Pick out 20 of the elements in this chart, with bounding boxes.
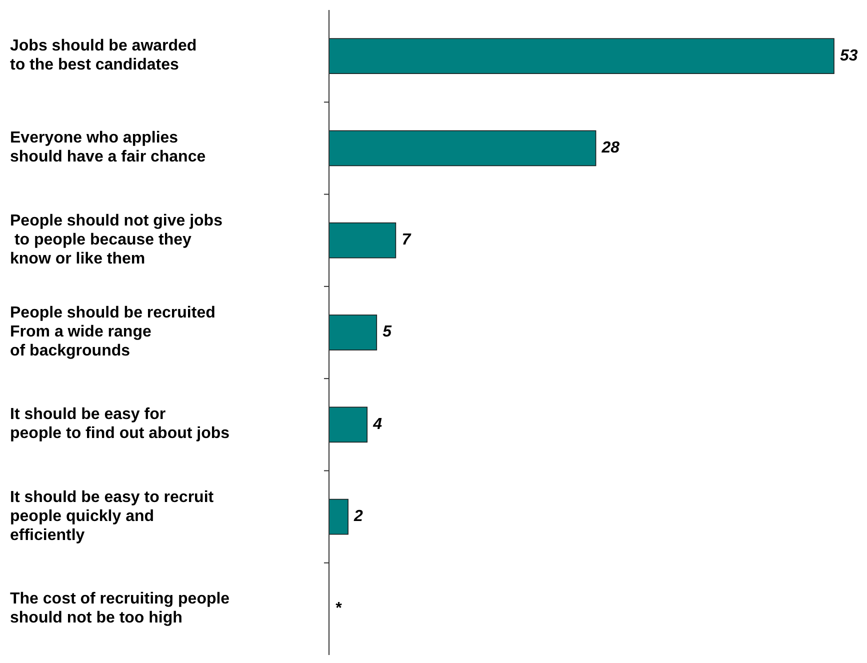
text: * — [335, 600, 342, 618]
bar — [328, 38, 834, 74]
data-label: 4 — [372, 416, 382, 433]
y-tick-label: It should be easy for people to find out about jobs — [10, 406, 230, 442]
y-tick-label: The cost of recruiting people should not be too high — [10, 590, 230, 627]
y-tick-label: Everyone who applies should have a fair chance — [10, 130, 206, 166]
bar — [328, 498, 348, 535]
data-label: 53 — [840, 47, 858, 64]
y-tick-label: Jobs should be awarded to the best candidates — [10, 38, 197, 74]
bar — [328, 314, 378, 350]
bar — [328, 406, 368, 443]
data-label: 2 — [353, 508, 364, 526]
y-tick-label: People should not give jobs to people because they know or like them — [10, 212, 223, 268]
y-tick-label: People should be recruited From a wide range of backgrounds — [10, 304, 216, 360]
bar — [328, 130, 596, 166]
bar — [328, 222, 396, 258]
data-label: 7 — [402, 232, 412, 249]
data-label: 28 — [600, 139, 620, 156]
y-tick-label: It should be easy to recruit people quickly and efficiently — [10, 489, 214, 544]
data-label: 5 — [382, 324, 393, 341]
